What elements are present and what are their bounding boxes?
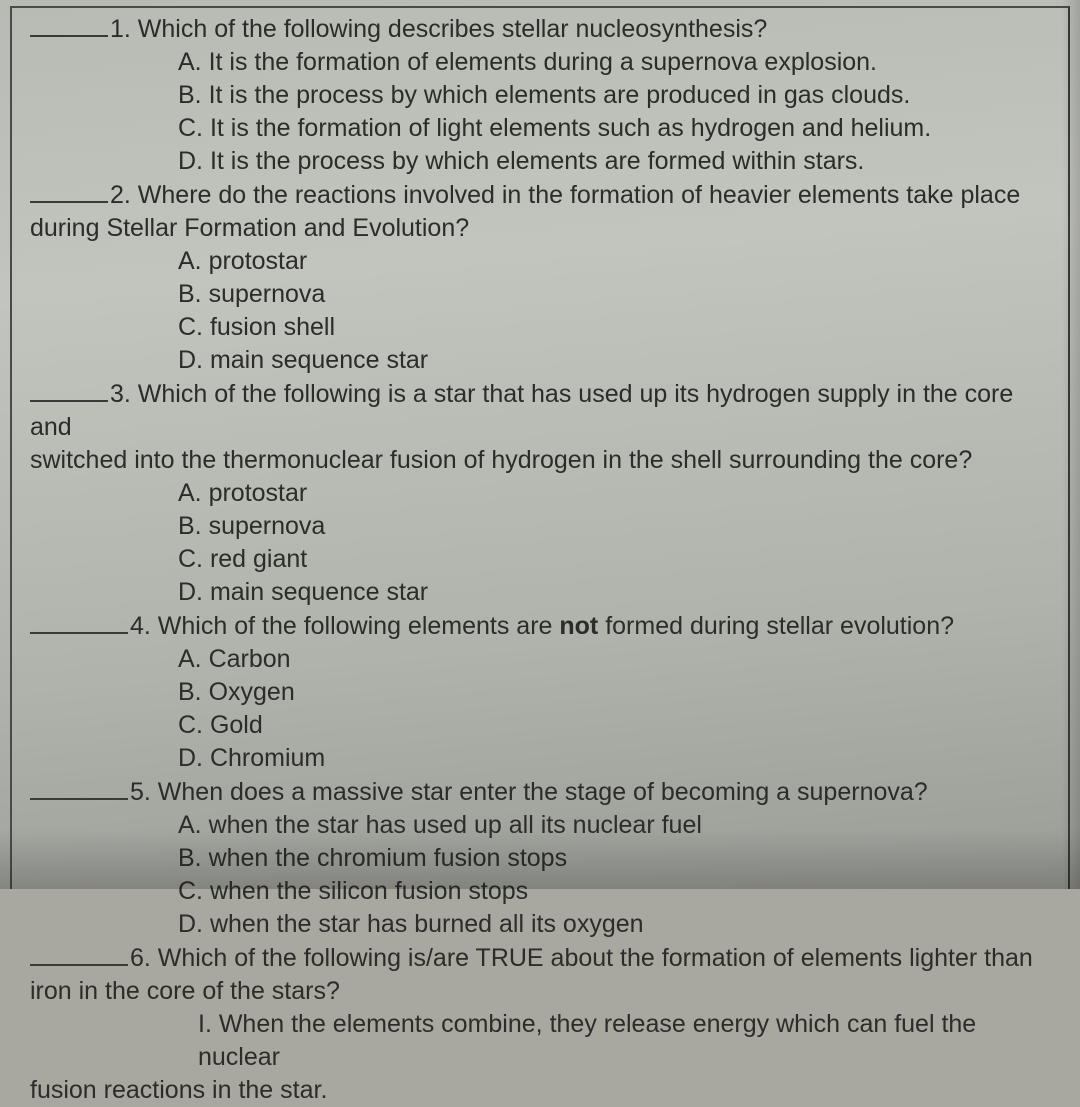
question-3-options: A. protostar B. supernova C. red giant D… <box>30 477 1050 609</box>
scanned-page: 1. Which of the following describes stel… <box>0 0 1080 889</box>
answer-blank-6[interactable] <box>30 941 128 966</box>
q4-option-d: D. Chromium <box>178 742 1050 775</box>
question-2-line2: during Stellar Formation and Evolution? <box>30 212 1050 245</box>
q2-option-c: C. fusion shell <box>178 311 1050 344</box>
question-3-line1: 3. Which of the following is a star that… <box>30 380 1013 441</box>
q3-option-b: B. supernova <box>178 510 1050 543</box>
q5-option-a: A. when the star has used up all its nuc… <box>178 809 1050 842</box>
question-2: 2. Where do the reactions involved in th… <box>30 178 1050 212</box>
q2-option-a: A. protostar <box>178 245 1050 278</box>
question-2-options: A. protostar B. supernova C. fusion shel… <box>30 245 1050 377</box>
worksheet-frame: 1. Which of the following describes stel… <box>10 6 1070 889</box>
q3-option-c: C. red giant <box>178 543 1050 576</box>
q4-option-c: C. Gold <box>178 709 1050 742</box>
q1-option-a: A. It is the formation of elements durin… <box>178 46 1050 79</box>
q1-option-c: C. It is the formation of light elements… <box>178 112 1050 145</box>
question-4-bold: not <box>559 612 598 640</box>
q1-option-d: D. It is the process by which elements a… <box>178 145 1050 178</box>
q2-option-b: B. supernova <box>178 278 1050 311</box>
question-6-line2: iron in the core of the stars? <box>30 975 1050 1008</box>
question-6-statement-1-cont: fusion reactions in the star. <box>30 1074 1050 1107</box>
question-4-pre: 4. Which of the following elements are <box>130 612 559 640</box>
question-4: 4. Which of the following elements are n… <box>30 609 1050 643</box>
q3-option-d: D. main sequence star <box>178 576 1050 609</box>
answer-blank-3[interactable] <box>30 377 108 402</box>
question-3-line2: switched into the thermonuclear fusion o… <box>30 444 1050 477</box>
question-5-options: A. when the star has used up all its nuc… <box>30 809 1050 941</box>
answer-blank-1[interactable] <box>30 12 108 37</box>
question-4-options: A. Carbon B. Oxygen C. Gold D. Chromium <box>30 643 1050 775</box>
question-5: 5. When does a massive star enter the st… <box>30 775 1050 809</box>
q3-option-a: A. protostar <box>178 477 1050 510</box>
question-6-line1: 6. Which of the following is/are TRUE ab… <box>130 944 1033 972</box>
q4-option-b: B. Oxygen <box>178 676 1050 709</box>
question-1: 1. Which of the following describes stel… <box>30 12 1050 46</box>
answer-blank-2[interactable] <box>30 178 108 203</box>
q5-option-c: C. when the silicon fusion stops <box>178 875 1050 908</box>
question-6-statement-1: I. When the elements combine, they relea… <box>30 1008 1050 1074</box>
q2-option-d: D. main sequence star <box>178 344 1050 377</box>
question-1-text: 1. Which of the following describes stel… <box>110 15 767 43</box>
question-1-options: A. It is the formation of elements durin… <box>30 46 1050 178</box>
q5-option-b: B. when the chromium fusion stops <box>178 842 1050 875</box>
answer-blank-4[interactable] <box>30 609 128 634</box>
question-3: 3. Which of the following is a star that… <box>30 377 1050 444</box>
question-2-line1: 2. Where do the reactions involved in th… <box>110 181 1020 209</box>
question-4-post: formed during stellar evolution? <box>598 612 954 640</box>
answer-blank-5[interactable] <box>30 775 128 800</box>
question-6: 6. Which of the following is/are TRUE ab… <box>30 941 1050 975</box>
q5-option-d: D. when the star has burned all its oxyg… <box>178 908 1050 941</box>
question-5-text: 5. When does a massive star enter the st… <box>130 778 928 806</box>
q4-option-a: A. Carbon <box>178 643 1050 676</box>
q1-option-b: B. It is the process by which elements a… <box>178 79 1050 112</box>
